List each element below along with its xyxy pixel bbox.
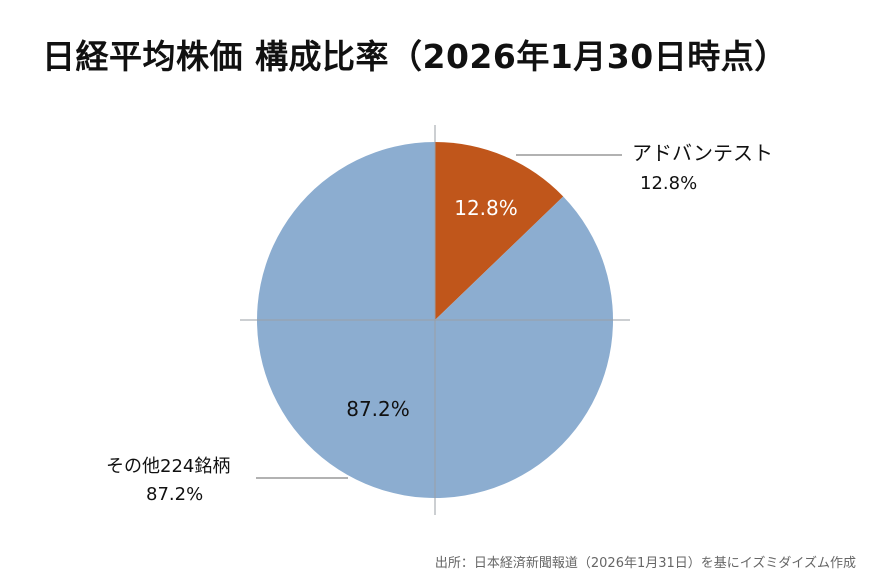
chart-title: 日経平均株価 構成比率（2026年1月30日時点） bbox=[42, 37, 788, 76]
legend-label-advantest: アドバンテスト bbox=[632, 141, 773, 165]
slice-value-label-others: 87.2% bbox=[346, 397, 410, 421]
legend-value-others: 87.2% bbox=[146, 484, 203, 505]
legend-label-others: その他224銘柄 bbox=[106, 456, 230, 477]
slice-value-label-advantest: 12.8% bbox=[454, 196, 518, 220]
source-note: 出所：日本経済新聞報道（2026年1月31日）を基にイズミダイズム作成 bbox=[434, 556, 856, 571]
pie-slice-advantest bbox=[435, 142, 564, 320]
legend-value-advantest: 12.8% bbox=[640, 173, 697, 194]
